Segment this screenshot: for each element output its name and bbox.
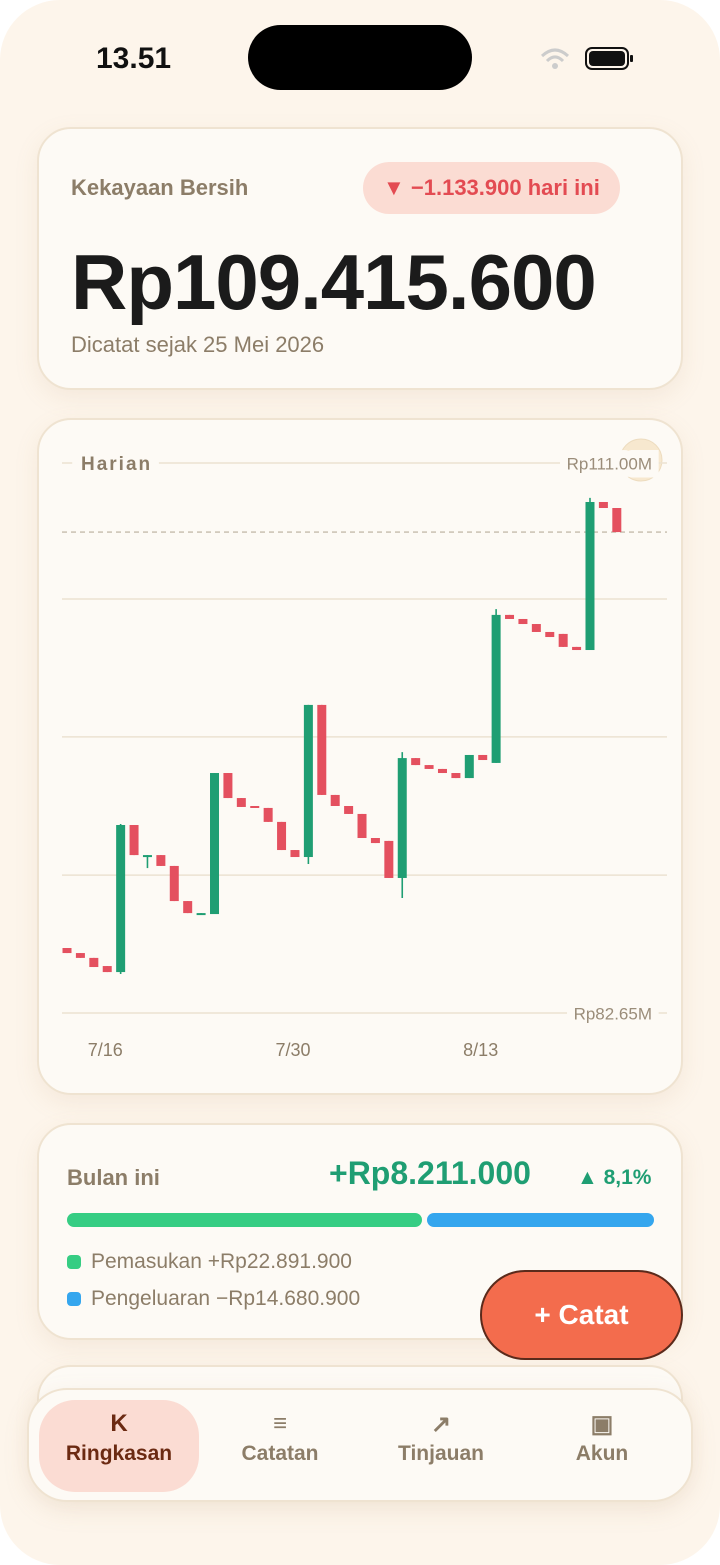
- candle-body: [437, 768, 447, 774]
- legend-name: Pemasukan: [91, 1250, 202, 1273]
- legend-name: Pengeluaran: [91, 1287, 211, 1310]
- month-net: +Rp8.211.000: [329, 1155, 531, 1191]
- candle-body: [236, 798, 246, 807]
- legend-item: Pengeluaran −Rp14.680.900: [67, 1287, 360, 1311]
- candle-body: [397, 758, 407, 878]
- tab-label: Tinjauan: [398, 1442, 484, 1465]
- net-worth-label: Kekayaan Bersih: [71, 175, 249, 200]
- x-tick-label: 7/16: [88, 1040, 123, 1060]
- chart-card: ⤢ Rp82.65M Rp111.00M Harian 7/16 7/30 8/13: [37, 418, 683, 1095]
- since-date: Dicatat sejak 25 Mei 2026: [71, 332, 325, 357]
- y-tick-label: Rp82.65M: [574, 1004, 652, 1023]
- candle-body: [156, 855, 166, 866]
- tab-icon: ▣: [590, 1411, 614, 1438]
- candle-body: [344, 805, 354, 814]
- candle-body: [545, 631, 555, 638]
- candle-body: [531, 624, 541, 632]
- month-label: Bulan ini: [67, 1165, 160, 1190]
- dynamic-island: [248, 25, 472, 90]
- status-icons: [540, 47, 633, 70]
- candle-body: [210, 773, 220, 915]
- candle-body: [505, 614, 515, 619]
- tab-bar: K Ringkasan ≡ Catatan ↗ Tinjauan ▣ Akun: [27, 1388, 693, 1502]
- tab-item[interactable]: K Ringkasan: [39, 1400, 199, 1492]
- candle-body: [330, 794, 340, 806]
- candle-body: [129, 825, 139, 856]
- legend-swatch: [67, 1292, 81, 1306]
- add-record-button[interactable]: + Catat: [480, 1270, 683, 1360]
- net-worth-card: Kekayaan Bersih ▼ −1.133.900 hari ini Rp…: [37, 127, 683, 390]
- tab-icon: ↗: [430, 1411, 452, 1438]
- tab-label: Akun: [575, 1442, 629, 1465]
- daily-change: ▼ −1.133.900 hari ini: [363, 162, 620, 214]
- month-pct: ▲ 8,1%: [577, 1166, 652, 1189]
- tab-icon: K: [110, 1410, 128, 1437]
- expand-icon: ⤢: [635, 451, 646, 467]
- candle-body: [357, 813, 367, 839]
- candle-body: [491, 614, 501, 763]
- legend-value: −Rp14.680.900: [215, 1287, 361, 1310]
- x-tick-label: 8/13: [463, 1040, 498, 1060]
- flow-bar: [426, 1213, 654, 1227]
- candle-body: [558, 633, 568, 647]
- candle-body: [464, 754, 474, 779]
- net-worth-value: Rp109.415.600: [71, 238, 597, 326]
- x-tick-label: 7/30: [275, 1040, 310, 1060]
- candle-body: [277, 821, 287, 851]
- candle-body: [223, 773, 233, 799]
- tab-item[interactable]: ≡ Catatan: [200, 1400, 360, 1492]
- chart-title: Harian: [81, 454, 152, 475]
- candle-body: [384, 840, 394, 878]
- tab-icon: ≡: [272, 1410, 287, 1437]
- candle-body: [263, 807, 273, 822]
- candle-body: [75, 953, 85, 958]
- candle-body: [478, 754, 488, 761]
- tab-label: Ringkasan: [65, 1442, 173, 1465]
- status-time: 13.51: [96, 42, 172, 75]
- candle-body: [89, 957, 99, 968]
- candle-body: [183, 901, 193, 914]
- candle-body: [116, 825, 126, 973]
- tab-item[interactable]: ↗ Tinjauan: [361, 1400, 521, 1492]
- candle-body: [411, 758, 421, 766]
- candle-body: [612, 508, 622, 533]
- candle-body: [169, 865, 179, 902]
- candle-body: [598, 501, 608, 509]
- candle-body: [518, 618, 528, 625]
- candle-body: [196, 913, 206, 916]
- tab-label: Catatan: [241, 1442, 319, 1465]
- legend-swatch: [67, 1255, 81, 1269]
- candle-body: [572, 646, 582, 651]
- legend-item: Pemasukan +Rp22.891.900: [67, 1250, 352, 1274]
- candle-body: [62, 948, 72, 954]
- candle-body: [303, 704, 313, 858]
- flow-bar: [67, 1213, 422, 1227]
- chart: ⤢ Rp82.65M Rp111.00M Harian 7/16 7/30 8/13: [62, 438, 667, 1060]
- candle-body: [142, 855, 152, 858]
- candle-body: [585, 501, 595, 651]
- y-tick-label: Rp111.00M: [567, 454, 652, 473]
- candle-body: [317, 704, 327, 795]
- candle-body: [102, 966, 112, 973]
- candle-body: [370, 838, 380, 844]
- candle-body: [424, 765, 434, 769]
- expand-button[interactable]: [619, 438, 663, 482]
- candle-body: [250, 805, 260, 808]
- legend-value: +Rp22.891.900: [207, 1250, 352, 1273]
- month-card: Bulan ini +Rp8.211.000 ▲ 8,1% Pemasukan …: [37, 1123, 683, 1340]
- candle-body: [290, 850, 300, 858]
- tab-item[interactable]: ▣ Akun: [522, 1400, 682, 1492]
- candle-body: [451, 773, 461, 779]
